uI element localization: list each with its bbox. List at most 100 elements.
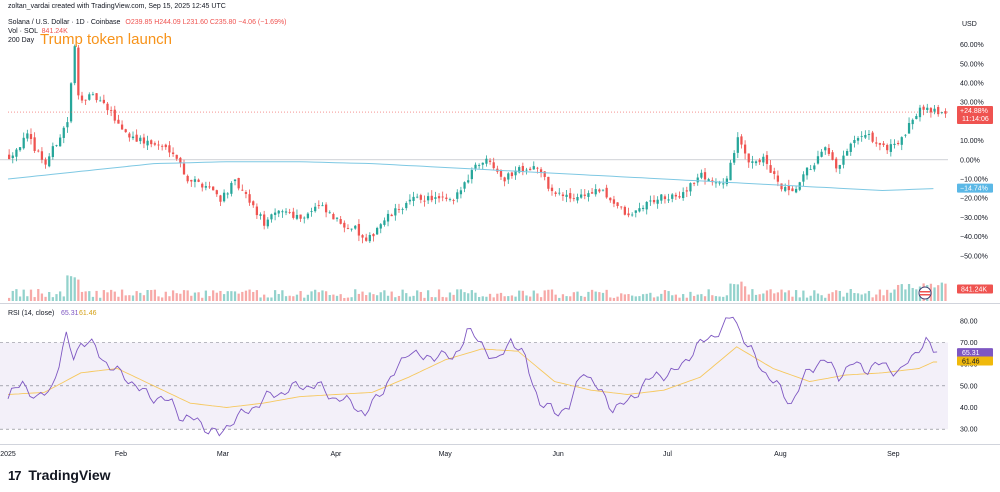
- volume-bar: [634, 296, 637, 301]
- candle: [926, 107, 929, 110]
- volume-bar: [237, 293, 240, 301]
- volume-bar: [350, 297, 353, 301]
- candle: [164, 144, 167, 148]
- candle: [110, 110, 113, 111]
- candle: [565, 194, 568, 197]
- volume-bar: [547, 289, 550, 301]
- volume-bar: [794, 290, 798, 301]
- volume-bar: [514, 296, 517, 301]
- candle: [273, 212, 277, 215]
- candle: [434, 197, 437, 199]
- volume-bar: [572, 292, 575, 301]
- ohlc-values: O239.85 H244.09 L231.60 C235.80 −4.06 (−…: [125, 19, 287, 26]
- volume-bar: [66, 275, 69, 301]
- tradingview-brand[interactable]: 17 TradingView: [8, 467, 111, 483]
- candle: [809, 169, 812, 171]
- candle: [813, 165, 816, 170]
- candle: [838, 164, 841, 169]
- volume-bar: [510, 295, 514, 301]
- candle: [736, 137, 739, 153]
- volume-bar: [780, 289, 783, 301]
- volume-bar: [263, 294, 266, 301]
- candle: [212, 186, 215, 191]
- volume-bar: [259, 297, 262, 301]
- candle: [222, 192, 226, 202]
- candle: [922, 106, 925, 110]
- volume-bar: [736, 284, 739, 301]
- volume-bar: [539, 297, 543, 301]
- volume-bar: [292, 296, 295, 301]
- rsi-tick-label: 80.00: [960, 318, 978, 325]
- ma-last-badge: [957, 183, 993, 193]
- volume-bar: [623, 294, 626, 301]
- candle: [139, 137, 142, 142]
- time-axis-label: Sep: [887, 451, 900, 458]
- candle: [368, 235, 371, 242]
- volume-bar: [201, 297, 204, 301]
- candle: [350, 228, 353, 230]
- candle: [918, 107, 922, 118]
- candle: [365, 237, 368, 241]
- volume-bar: [241, 291, 244, 301]
- volume-bar: [324, 291, 328, 301]
- volume-bar: [685, 297, 688, 301]
- rsi-tick-label: 40.00: [960, 405, 978, 412]
- volume-bar: [820, 295, 823, 301]
- time-axis-label: Aug: [774, 451, 787, 458]
- candle: [186, 175, 189, 182]
- candle: [361, 235, 364, 238]
- time-axis-label: Mar: [217, 451, 230, 458]
- volume-bar: [886, 289, 889, 301]
- volume-bar: [580, 295, 583, 301]
- price-tick-label: −40.00%: [960, 234, 988, 241]
- candle: [197, 179, 200, 182]
- candle: [605, 187, 608, 198]
- candle: [609, 197, 612, 201]
- candle: [598, 189, 601, 192]
- volume-bar: [835, 290, 838, 301]
- candle: [660, 194, 663, 201]
- candle: [44, 159, 47, 165]
- candle: [860, 135, 863, 137]
- volume-bar: [525, 295, 528, 301]
- volume-bar: [703, 296, 707, 301]
- volume-bar: [762, 293, 765, 301]
- candle: [929, 108, 933, 113]
- volume-bar: [412, 295, 415, 301]
- candle: [128, 133, 131, 138]
- candle: [18, 147, 22, 151]
- volume-bar: [139, 292, 142, 301]
- candle: [157, 144, 160, 146]
- volume-bar: [62, 296, 65, 301]
- candle: [776, 175, 780, 182]
- candle: [751, 161, 754, 163]
- volume-bar: [569, 296, 572, 301]
- volume-bar: [765, 290, 769, 301]
- price-tick-label: −50.00%: [960, 253, 988, 260]
- candle: [306, 213, 310, 219]
- candle: [700, 172, 703, 178]
- volume-bar: [343, 297, 346, 301]
- volume-bar: [496, 293, 499, 301]
- candle: [816, 156, 820, 164]
- volume-bar: [33, 297, 36, 301]
- candle: [456, 192, 459, 199]
- volume-bar: [270, 297, 273, 301]
- candle: [842, 155, 845, 165]
- volume-bar: [467, 293, 470, 301]
- candle: [237, 177, 240, 189]
- candle: [529, 168, 532, 171]
- candle: [401, 208, 404, 210]
- volume-bar: [725, 295, 729, 301]
- candle: [459, 190, 463, 195]
- volume-bar: [434, 297, 437, 301]
- volume-bar: [463, 292, 466, 301]
- candle: [335, 217, 339, 219]
- candle: [33, 137, 36, 151]
- candle: [412, 196, 415, 201]
- candle: [667, 199, 670, 201]
- volume-bar: [426, 290, 430, 301]
- tradingview-logo-icon: 17: [8, 468, 22, 483]
- candle: [59, 137, 62, 147]
